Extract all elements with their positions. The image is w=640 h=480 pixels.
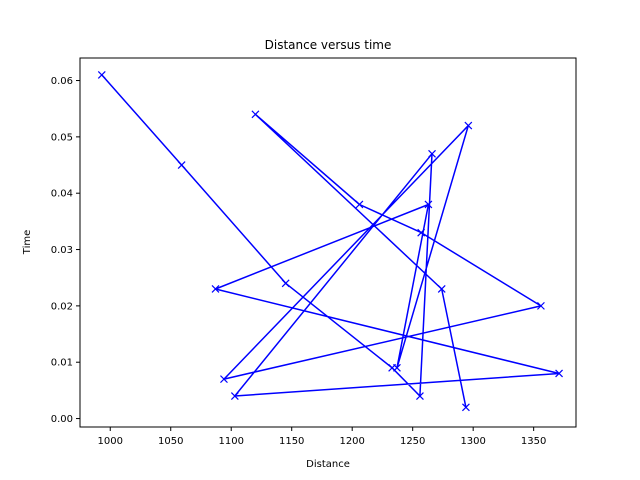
- x-tick-label: 1250: [400, 436, 425, 447]
- marker-stroke: [461, 403, 470, 412]
- x-tick-label: 1300: [460, 436, 485, 447]
- x-tick-label: 1000: [98, 436, 123, 447]
- marker-stroke: [424, 200, 433, 209]
- data-point-marker: [424, 200, 433, 209]
- marker-stroke: [437, 285, 446, 293]
- x-tick-label: 1200: [339, 436, 364, 447]
- data-point-marker: [281, 279, 290, 288]
- marker-stroke: [393, 363, 401, 372]
- marker-stroke: [211, 285, 220, 293]
- marker-stroke: [428, 149, 436, 158]
- marker-stroke: [97, 70, 106, 79]
- marker-stroke: [281, 279, 290, 288]
- y-tick-label: 0.05: [51, 132, 73, 143]
- y-tick-label: 0.00: [51, 414, 73, 425]
- marker-stroke: [355, 200, 364, 209]
- data-point-marker: [355, 200, 364, 209]
- data-point-marker: [417, 228, 426, 237]
- marker-stroke: [555, 369, 563, 378]
- marker-stroke: [417, 228, 426, 237]
- data-point-marker: [230, 392, 239, 400]
- y-tick-label: 0.02: [51, 301, 73, 312]
- y-tick-label: 0.01: [51, 358, 73, 369]
- plot-area: 1000 1050 1100 1150 1200 1250 1300 1350 0.00 0.01…: [51, 57, 577, 447]
- data-point-marker: [416, 392, 424, 400]
- y-tick-label: 0.03: [51, 245, 73, 256]
- data-point-marker: [437, 285, 446, 293]
- data-point-marker: [97, 70, 106, 79]
- data-point-marker: [428, 149, 436, 158]
- y-axis-label: Time: [22, 230, 33, 255]
- chart-title: Distance versus time: [265, 38, 392, 52]
- x-tick-label: 1350: [521, 436, 546, 447]
- x-axis-label: Distance: [306, 459, 350, 470]
- y-tick-label: 0.04: [51, 189, 73, 200]
- data-point-marker: [461, 403, 470, 412]
- marker-stroke: [177, 161, 186, 169]
- x-tick-label: 1150: [279, 436, 304, 447]
- marker-stroke: [416, 392, 424, 400]
- marker-stroke: [464, 121, 473, 130]
- data-point-marker: [555, 369, 563, 378]
- y-tick-label: 0.06: [51, 76, 73, 87]
- x-tick-label: 1050: [158, 436, 183, 447]
- data-point-marker: [251, 110, 260, 119]
- marker-stroke: [220, 375, 228, 384]
- marker-stroke: [230, 392, 239, 400]
- x-tick-label: 1100: [218, 436, 243, 447]
- axes-frame: [79, 57, 577, 428]
- data-point-marker: [220, 375, 228, 384]
- data-point-marker: [536, 301, 545, 310]
- marker-stroke: [251, 110, 260, 119]
- data-point-marker: [177, 161, 186, 169]
- data-point-marker: [211, 285, 220, 293]
- data-point-marker: [393, 363, 401, 372]
- marker-stroke: [536, 301, 545, 310]
- data-point-marker: [464, 121, 473, 130]
